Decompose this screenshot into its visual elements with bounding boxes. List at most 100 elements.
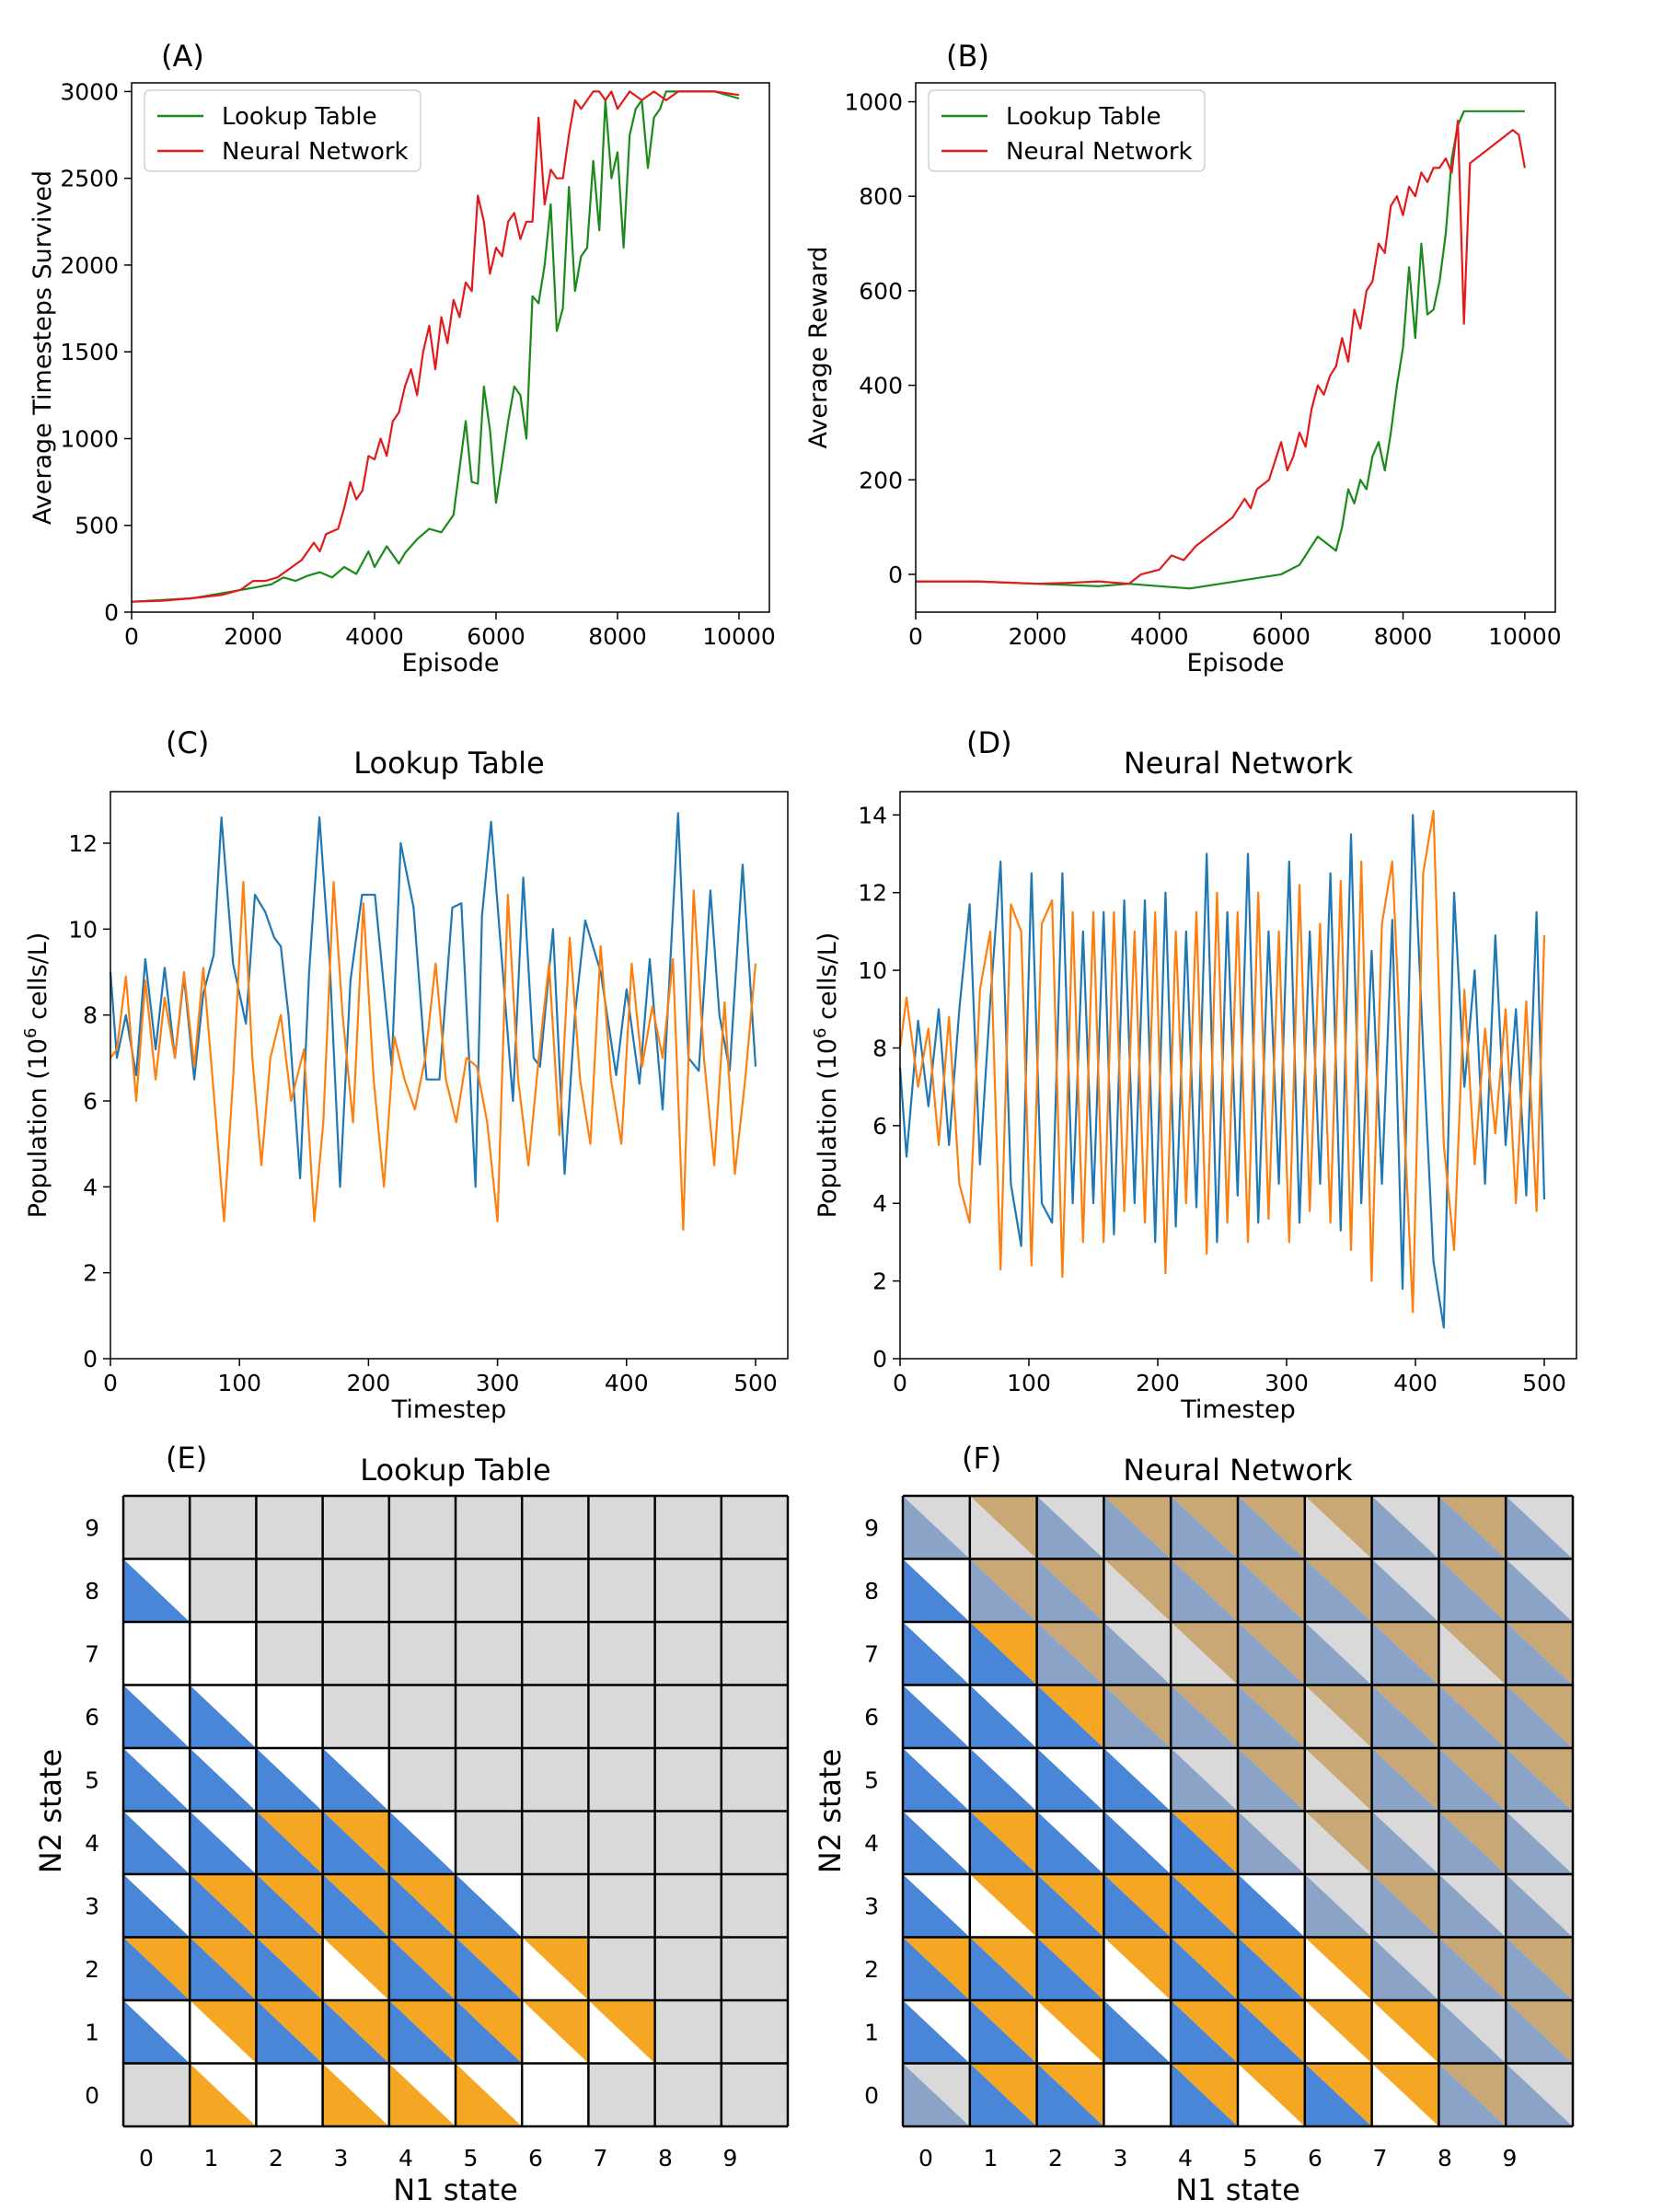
heatmap-cell-lower [123,1874,191,1938]
heatmap-cell-lower [322,1874,389,1938]
heatmap-cell-upper [388,1685,456,1748]
heatmap-cell-lower [1304,1496,1372,1559]
heatmap-cell-upper [588,1685,655,1748]
x-tick-label: 2000 [224,623,283,650]
heatmap-cell-lower [721,1811,788,1874]
heatmap-cell-upper [256,1811,323,1874]
heatmap-cell-upper [1171,1496,1238,1559]
heatmap-cell-upper [190,1685,257,1748]
heatmap-cell-lower [522,2063,589,2126]
heatmap-cell-upper [1238,1748,1305,1812]
y-tick-label: 3 [85,1893,99,1919]
x-tick-label: 2000 [1009,623,1068,650]
panel-label: (A) [161,39,204,74]
heatmap-cell-upper [256,1874,323,1938]
heatmap-cell-upper [322,2000,389,2064]
y-tick-label: 14 [858,802,887,828]
heatmap-cell-lower [1103,2000,1172,2064]
heatmap-cell-upper [123,1748,191,1812]
heatmap-cell-lower [654,1874,722,1938]
heatmap-cell-upper [1506,1558,1573,1622]
heatmap-cell-upper [1506,1874,1573,1938]
heatmap-cell-upper [1371,1811,1439,1874]
legend-label: Lookup Table [1006,103,1161,131]
x-tick-label: 1 [984,2145,999,2171]
panel-f: 0 1 2 3 4 5 6 7 8 9 0 1 2 3 4 5 6 7 8 9 N1 state N2 state Neur… [813,1441,1575,2207]
heatmap-cell-upper [456,1874,523,1938]
heatmap-cell-upper [721,2000,788,2064]
heatmap-cell-lower [721,1874,788,1938]
heatmap-cell-lower [1438,2063,1507,2126]
heatmap-cell-upper [388,1874,456,1938]
heatmap-cell-upper [522,1937,589,2000]
heatmap-cell-upper [1103,2063,1172,2126]
heatmap-cell-lower [969,2063,1037,2126]
heatmap-cell-upper [388,1496,456,1559]
heatmap-cell-upper [522,1874,589,1938]
y-tick-label: 0 [104,599,119,626]
heatmap-cell-lower [1103,1496,1172,1559]
plot-frame [131,82,770,613]
y-tick-label: 1000 [60,425,119,452]
heatmap-cell-lower [721,2063,788,2126]
heatmap-cell-lower [522,1496,589,1559]
heatmap-cell-lower [123,2063,191,2126]
heatmap-cell-lower [1304,2063,1372,2126]
heatmap-cell-upper [654,2063,722,2126]
heatmap-cell-upper [522,2000,589,2064]
panel-a: 0 2000 4000 6000 8000 10000 0 500 1000 1500 2000 25… [29,39,776,677]
heatmap-cell-lower [969,1622,1037,1685]
heatmap-cell-upper [256,1496,323,1559]
heatmap-cell-lower [721,2000,788,2064]
heatmap-cell-lower [1304,1937,1372,2000]
heatmap-cell-lower [1438,1874,1507,1938]
y-tick-label: 9 [85,1514,99,1541]
heatmap-cell-upper [322,1496,389,1559]
heatmap-cell-upper [1036,2000,1104,2064]
heatmap-cell-upper [1371,1622,1439,1685]
heatmap-cell-lower [190,2063,257,2126]
y-tick-label: 8 [85,1578,99,1604]
heatmap-cell-upper [256,1748,323,1812]
heatmap-cell-upper [1506,2000,1573,2064]
heatmap-cell-lower [190,1874,257,1938]
heatmap-cell-lower [123,1496,191,1559]
y-axis-label: N2 state [33,1749,68,1874]
heatmap-cell-upper [1438,1811,1507,1874]
chart-title: Neural Network [1123,1453,1353,1488]
x-axis-label: Episode [1186,649,1284,677]
plot-frame [110,791,789,1360]
panel-d: 0 100 200 300 400 500 0 2 4 6 8 10 12 14 Timestep Popul… [811,725,1577,1424]
y-axis-label: Average Timesteps Survived [29,170,57,525]
x-tick-label: 0 [139,2145,154,2171]
x-tick-label: 5 [464,2145,479,2171]
heatmap-cell-upper [1371,2000,1439,2064]
y-tick-label: 2 [872,1268,887,1295]
heatmap-cell-upper [456,2063,523,2126]
x-tick-label: 8000 [588,623,647,650]
x-tick-label: 1 [204,2145,219,2171]
heatmap-cell-upper [388,2000,456,2064]
heatmap-cell-upper [1371,2063,1439,2126]
series-line-blue [109,812,757,1188]
y-tick-label: 0 [864,2082,879,2109]
heatmap-cell-upper [903,2063,970,2126]
heatmap-cell-lower [123,1685,191,1748]
panel-label: (B) [946,39,989,74]
heatmap-cell-upper [522,1685,589,1748]
legend-label: Neural Network [1006,138,1193,166]
heatmap-cell-lower [123,1558,191,1622]
heatmap-cell-upper [1171,1937,1238,2000]
x-tick-label: 0 [918,2145,933,2171]
heatmap-cell-upper [903,1558,970,1622]
x-tick-label: 3 [1114,2145,1128,2171]
heatmap-cell-upper [721,1558,788,1622]
heatmap-cell-lower [190,1937,257,2000]
heatmap-cell-lower [1103,1558,1172,1622]
heatmap-cell-upper [1438,2000,1507,2064]
heatmap-cell-upper [1171,2063,1238,2126]
heatmap-cell-lower [522,1748,589,1812]
heatmap-cell-upper [522,2063,589,2126]
heatmap-cell-upper [721,1496,788,1559]
